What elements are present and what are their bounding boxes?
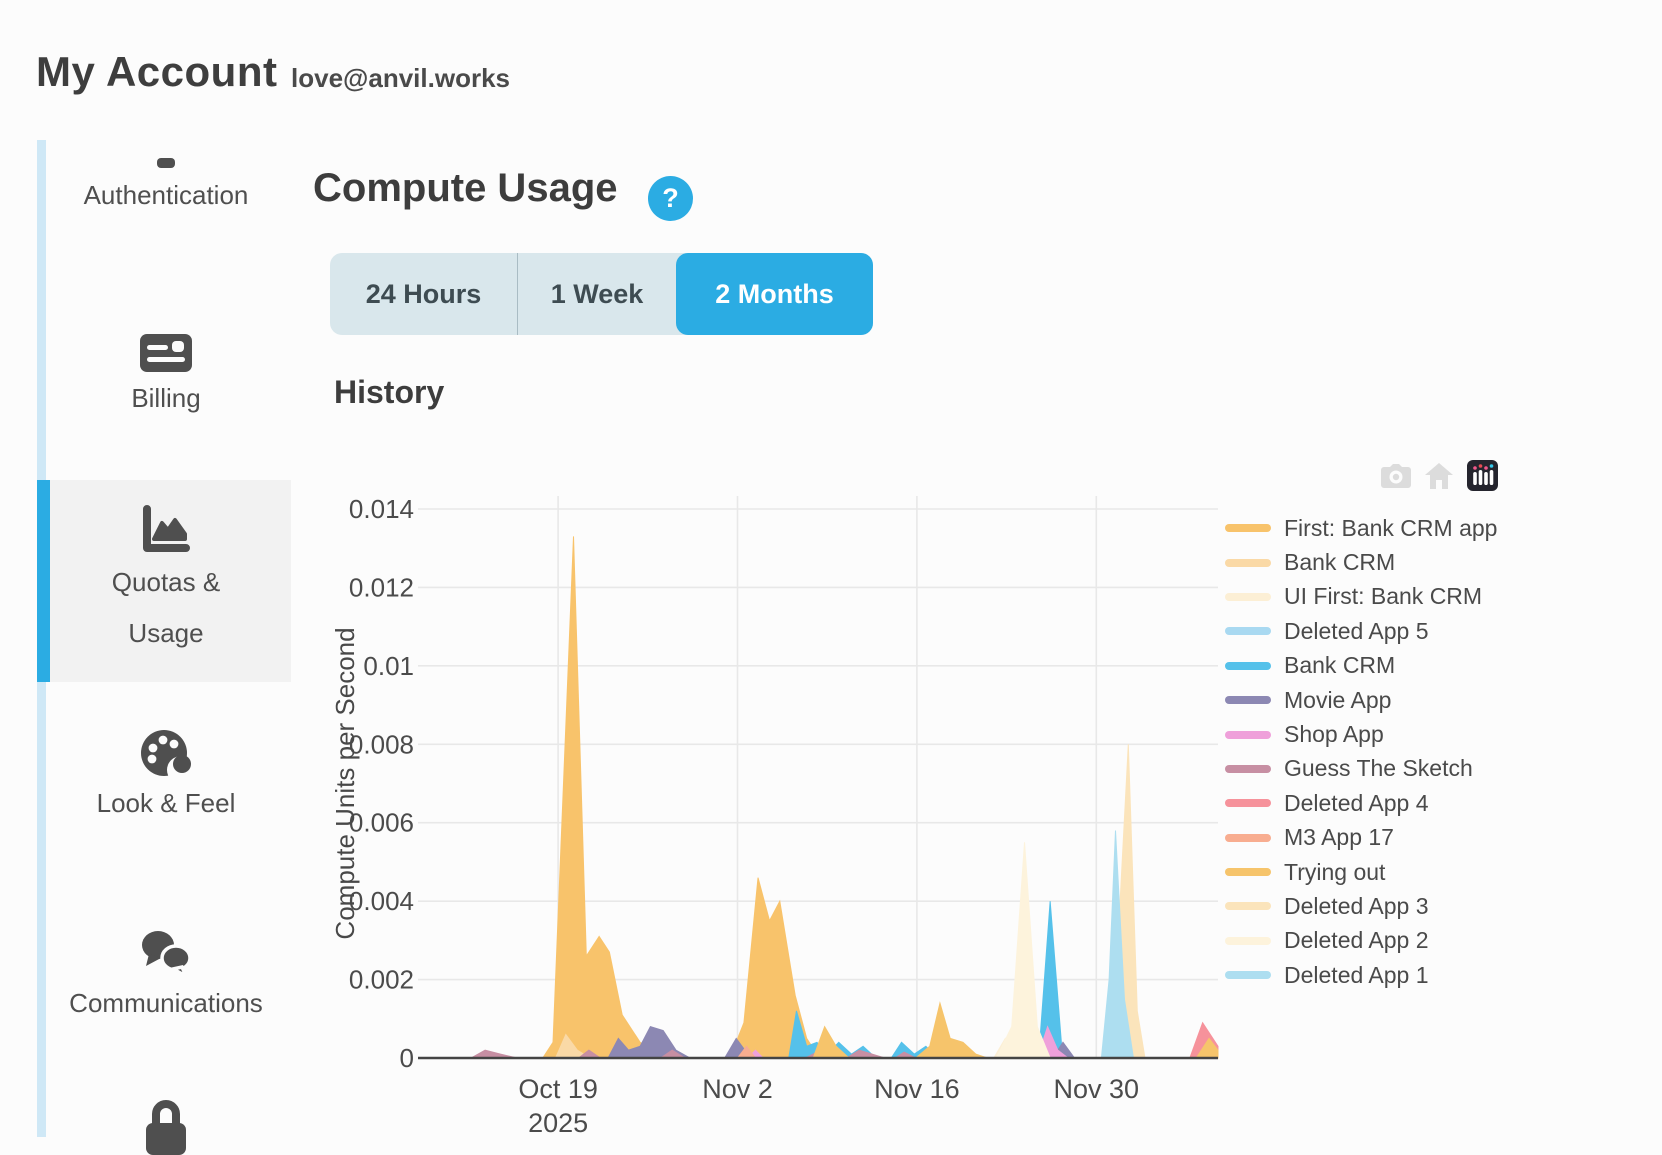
series-area-deleted-app-1[interactable] (430, 830, 1218, 1059)
camera-icon[interactable] (1381, 463, 1411, 488)
x-tick-label: Nov 16 (874, 1074, 960, 1104)
legend-label: Movie App (1284, 686, 1392, 713)
chart-modebar (1381, 460, 1498, 491)
range-button-24-hours[interactable]: 24 Hours (330, 253, 518, 335)
x-tick-label: Nov 30 (1053, 1074, 1139, 1104)
sidebar-selected-background (50, 480, 291, 682)
series-area-deleted-app-2[interactable] (430, 842, 1218, 1059)
home-icon[interactable] (1425, 462, 1453, 489)
legend-item[interactable]: Guess The Sketch (1225, 752, 1497, 786)
legend-label: Bank CRM (1284, 549, 1396, 576)
legend-swatch (1225, 627, 1271, 636)
legend-swatch (1225, 558, 1271, 567)
legend-item[interactable]: Deleted App 4 (1225, 786, 1497, 820)
help-button[interactable]: ? (648, 176, 693, 221)
x-tick-sublabel: 2025 (528, 1108, 588, 1137)
legend-swatch (1225, 730, 1271, 739)
legend-label: Deleted App 3 (1284, 892, 1429, 919)
range-button-1-week[interactable]: 1 Week (550, 278, 644, 309)
sidebar-item-communications[interactable]: Communications (36, 928, 296, 1019)
legend-item[interactable]: Deleted App 1 (1225, 958, 1497, 992)
legend-label: Deleted App 4 (1284, 789, 1429, 816)
history-title: History (334, 374, 445, 410)
sidebar-item-look-feel[interactable]: Look & Feel (36, 728, 296, 819)
y-tick-label: 0.008 (349, 729, 414, 759)
y-tick-label: 0.006 (349, 808, 414, 838)
legend-label: Shop App (1284, 721, 1384, 748)
legend-item[interactable]: Movie App (1225, 683, 1497, 717)
question-mark-icon: ? (662, 183, 679, 213)
legend-item[interactable]: Bank CRM (1225, 545, 1497, 579)
y-tick-label: 0.01 (363, 651, 414, 681)
legend-label: Bank CRM (1284, 652, 1396, 679)
legend-item[interactable]: M3 App 17 (1225, 821, 1497, 855)
sidebar-item-label: Billing (131, 383, 201, 413)
legend-item[interactable]: Deleted App 5 (1225, 614, 1497, 648)
sidebar-item-authentication[interactable]: Authentication (36, 158, 296, 211)
legend-swatch (1225, 799, 1271, 808)
legend-item[interactable]: Deleted App 3 (1225, 889, 1497, 923)
y-tick-label: 0.002 (349, 965, 414, 995)
legend-swatch (1225, 524, 1271, 533)
section-title: Compute Usage (313, 166, 618, 210)
x-tick-label: Nov 2 (702, 1074, 773, 1104)
time-range-selector: 24 Hours 1 Week 2 Months (330, 253, 873, 335)
y-axis-title: Compute Units per Second (330, 627, 360, 939)
y-tick-label: 0.014 (349, 494, 414, 524)
page-title: My Account (36, 48, 278, 95)
legend-label: Trying out (1284, 858, 1386, 885)
legend-label: Deleted App 2 (1284, 927, 1429, 954)
legend-swatch (1225, 764, 1271, 773)
legend-item[interactable]: Bank CRM (1225, 649, 1497, 683)
sidebar-item-lock[interactable] (36, 1095, 296, 1155)
legend-swatch (1225, 833, 1271, 842)
legend-label: UI First: Bank CRM (1284, 583, 1483, 610)
sidebar-item-label: Look & Feel (96, 788, 236, 818)
sidebar-item-quotas-usage[interactable]: Quotas & Usage (36, 505, 296, 649)
legend-swatch (1225, 868, 1271, 877)
legend-item[interactable]: Deleted App 2 (1225, 924, 1497, 958)
legend-swatch (1225, 696, 1271, 705)
legend-item[interactable]: UI First: Bank CRM (1225, 580, 1497, 614)
legend-item[interactable]: Trying out (1225, 855, 1497, 889)
legend-label: Guess The Sketch (1284, 755, 1473, 782)
y-tick-label: 0.012 (349, 572, 414, 602)
sidebar-item-label: Quotas & (111, 567, 221, 597)
legend-item[interactable]: Shop App (1225, 717, 1497, 751)
legend-label: M3 App 17 (1284, 824, 1394, 851)
legend-label: Deleted App 1 (1284, 961, 1429, 988)
legend-swatch (1225, 902, 1271, 911)
range-button-2-months[interactable]: 2 Months (676, 253, 873, 335)
plotly-logo-icon[interactable] (1467, 460, 1498, 491)
sidebar-selected-indicator (37, 480, 50, 682)
legend-item[interactable]: First: Bank CRM app (1225, 511, 1497, 545)
palette-icon (141, 730, 193, 778)
account-email: love@anvil.works (291, 63, 510, 93)
sidebar-item-label: Authentication (83, 180, 249, 210)
series-area-trying-out[interactable] (430, 1001, 1219, 1059)
legend-swatch (1225, 936, 1271, 945)
x-tick-label: Oct 19 (518, 1074, 598, 1104)
sidebar-item-label: Communications (69, 988, 263, 1018)
lock-icon (146, 1100, 186, 1155)
chart-legend: First: Bank CRM app Bank CRM UI First: Ban… (1225, 511, 1497, 992)
legend-swatch (1225, 592, 1271, 601)
legend-label: Deleted App 5 (1284, 617, 1429, 644)
y-tick-label: 0.004 (349, 886, 414, 916)
legend-swatch (1225, 661, 1271, 670)
y-tick-label: 0 (400, 1043, 414, 1073)
chart-area-icon (143, 505, 190, 552)
sidebar-item-label: Usage (128, 618, 204, 648)
credit-card-icon (140, 334, 192, 372)
key-icon (157, 158, 175, 168)
sidebar-item-billing[interactable]: Billing (36, 333, 296, 414)
legend-label: First: Bank CRM app (1284, 514, 1498, 541)
legend-swatch (1225, 971, 1271, 980)
comments-icon (142, 931, 192, 978)
usage-history-chart[interactable]: 0 0.002 0.004 0.006 0.008 0.01 0.012 0.014 Oct 1… (330, 460, 1230, 1137)
